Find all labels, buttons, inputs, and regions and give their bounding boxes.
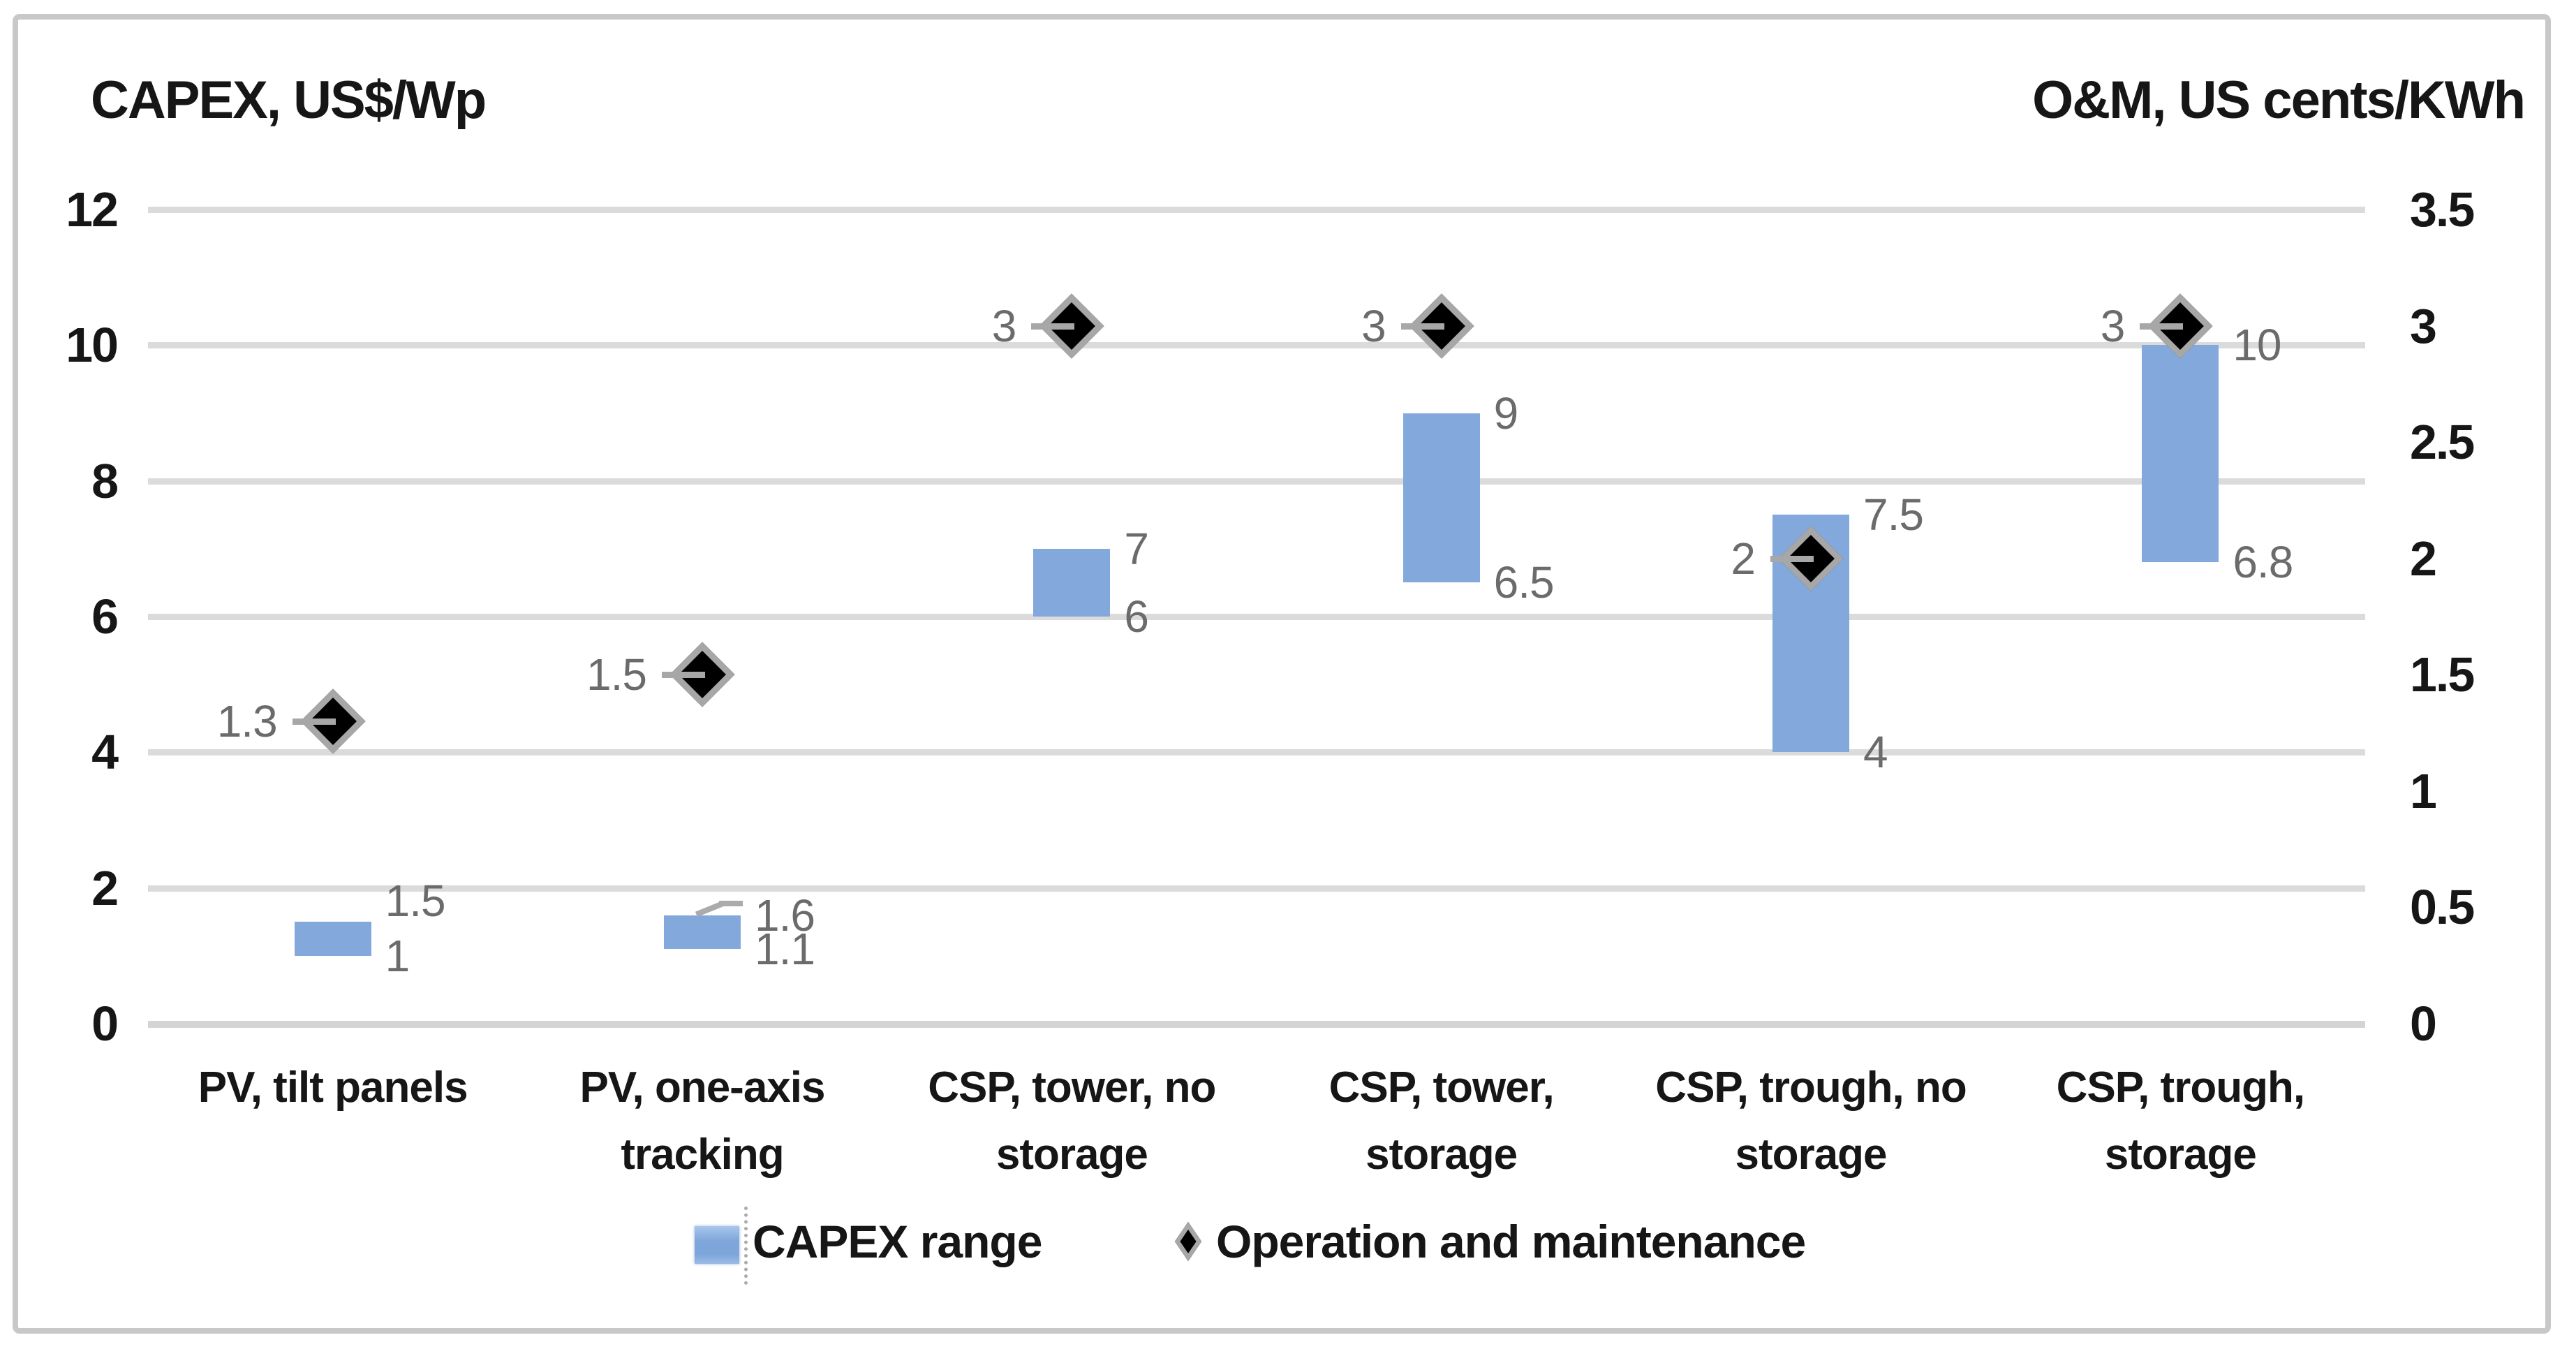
capex-min-label: 6 xyxy=(1124,591,1149,642)
om-value-label: 1.3 xyxy=(216,695,278,746)
chart-frame xyxy=(13,14,2551,1334)
om-whisker xyxy=(1031,323,1075,330)
legend-label: CAPEX range xyxy=(753,1216,1042,1267)
label-leader-line xyxy=(719,900,743,906)
om-whisker xyxy=(1770,555,1814,562)
om-whisker xyxy=(662,672,705,679)
capex-bar xyxy=(664,915,741,950)
om-value-label: 3 xyxy=(991,300,1017,351)
category-label-line: CSP, trough, xyxy=(2056,1063,2305,1112)
gridline xyxy=(148,342,2365,349)
om-value-label: 2 xyxy=(1731,533,1756,584)
capex-min-label: 6.8 xyxy=(2233,537,2293,588)
om-whisker xyxy=(292,718,336,725)
right-axis-tick-label: 3.5 xyxy=(2410,182,2475,237)
right-axis-title: O&M, US cents/KWh xyxy=(2032,71,2526,130)
capex-max-label: 10 xyxy=(2233,320,2281,371)
gridline xyxy=(148,614,2365,620)
capex-min-label: 6.5 xyxy=(1493,557,1555,608)
left-axis-tick-label: 12 xyxy=(66,182,119,237)
gridline xyxy=(148,749,2365,756)
gridline xyxy=(148,478,2365,485)
left-axis-tick-label: 4 xyxy=(91,725,119,780)
category-label-line: CSP, trough, no xyxy=(1655,1063,1967,1112)
left-axis-tick-label: 8 xyxy=(91,453,119,508)
left-axis-tick-label: 6 xyxy=(91,589,119,644)
capex-max-label: 9 xyxy=(1493,388,1519,439)
gridline xyxy=(148,1021,2365,1028)
category-label-line: storage xyxy=(995,1130,1148,1179)
right-axis-tick-label: 0 xyxy=(2410,996,2437,1051)
legend-label: Operation and maintenance xyxy=(1216,1216,1806,1267)
capex-max-label: 1.5 xyxy=(385,876,446,927)
left-axis-tick-label: 10 xyxy=(66,318,119,373)
legend-divider-dots xyxy=(744,1207,748,1285)
gridline xyxy=(148,885,2365,892)
left-axis-tick-label: 0 xyxy=(91,996,119,1051)
om-value-label: 3 xyxy=(2100,300,2126,351)
right-axis-tick-label: 2.5 xyxy=(2410,415,2475,470)
right-axis-tick-label: 1 xyxy=(2410,763,2437,818)
category-label-line: storage xyxy=(2104,1130,2257,1179)
om-value-label: 3 xyxy=(1361,300,1386,351)
left-axis-title: CAPEX, US$/Wp xyxy=(91,71,487,130)
capex-max-label: 7 xyxy=(1124,523,1149,574)
om-whisker xyxy=(2140,323,2184,330)
category-label-line: CSP, tower, xyxy=(1328,1063,1555,1112)
om-value-label: 1.5 xyxy=(586,649,647,700)
category-label-line: storage xyxy=(1365,1130,1518,1179)
capex-min-label: 4 xyxy=(1863,727,1888,778)
category-label-line: PV, one-axis xyxy=(579,1063,825,1112)
category-label-line: PV, tilt panels xyxy=(198,1063,468,1112)
capex-bar xyxy=(1033,548,1111,617)
capex-bar xyxy=(1402,413,1480,583)
right-axis-tick-label: 1.5 xyxy=(2410,647,2475,702)
capex-bar xyxy=(2142,345,2219,563)
om-whisker xyxy=(1400,323,1444,330)
right-axis-tick-label: 3 xyxy=(2410,298,2437,353)
right-axis-tick-label: 2 xyxy=(2410,531,2437,586)
category-label-line: storage xyxy=(1735,1130,1888,1179)
left-axis-tick-label: 2 xyxy=(91,860,119,915)
capex-min-label: 1 xyxy=(385,930,410,981)
gridline xyxy=(148,207,2365,213)
capex-max-label: 7.5 xyxy=(1863,489,1924,540)
capex-bar xyxy=(294,922,371,956)
capex-max-label: 1.6 xyxy=(755,890,815,941)
capex-min-label: 1.1 xyxy=(755,924,815,975)
capex-range-swatch xyxy=(695,1226,739,1264)
category-label-line: tracking xyxy=(621,1130,784,1179)
category-label-line: CSP, tower, no xyxy=(928,1063,1216,1112)
right-axis-tick-label: 0.5 xyxy=(2410,880,2475,935)
